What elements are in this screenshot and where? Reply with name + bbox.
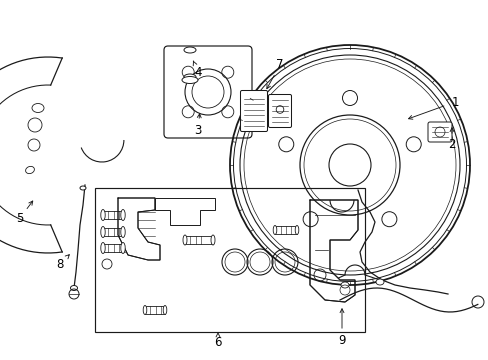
Text: 3: 3 bbox=[194, 123, 201, 136]
Text: 5: 5 bbox=[16, 211, 23, 225]
Text: 4: 4 bbox=[194, 66, 202, 78]
Ellipse shape bbox=[143, 306, 146, 315]
Ellipse shape bbox=[182, 77, 198, 84]
Ellipse shape bbox=[183, 235, 186, 245]
FancyBboxPatch shape bbox=[240, 90, 267, 131]
Text: 2: 2 bbox=[447, 139, 455, 152]
Polygon shape bbox=[118, 198, 160, 260]
Text: 7: 7 bbox=[276, 58, 283, 72]
Ellipse shape bbox=[101, 243, 105, 253]
Ellipse shape bbox=[375, 279, 383, 285]
FancyBboxPatch shape bbox=[268, 94, 291, 127]
Text: 9: 9 bbox=[338, 333, 345, 346]
Text: 1: 1 bbox=[450, 95, 458, 108]
FancyBboxPatch shape bbox=[427, 122, 451, 142]
Ellipse shape bbox=[183, 74, 196, 80]
Ellipse shape bbox=[80, 186, 86, 190]
Ellipse shape bbox=[101, 210, 105, 220]
Ellipse shape bbox=[340, 282, 348, 288]
Ellipse shape bbox=[295, 225, 298, 234]
Ellipse shape bbox=[121, 243, 125, 253]
Ellipse shape bbox=[121, 226, 125, 238]
Polygon shape bbox=[155, 198, 215, 225]
Ellipse shape bbox=[121, 210, 125, 220]
Ellipse shape bbox=[210, 235, 215, 245]
Text: 6: 6 bbox=[214, 336, 221, 348]
Ellipse shape bbox=[70, 285, 77, 291]
Text: 8: 8 bbox=[56, 257, 63, 270]
Ellipse shape bbox=[183, 47, 196, 53]
Ellipse shape bbox=[101, 226, 105, 238]
Ellipse shape bbox=[273, 225, 276, 234]
Bar bbox=[95, 188, 364, 332]
Polygon shape bbox=[309, 200, 357, 302]
FancyBboxPatch shape bbox=[163, 46, 251, 138]
Ellipse shape bbox=[163, 306, 166, 315]
